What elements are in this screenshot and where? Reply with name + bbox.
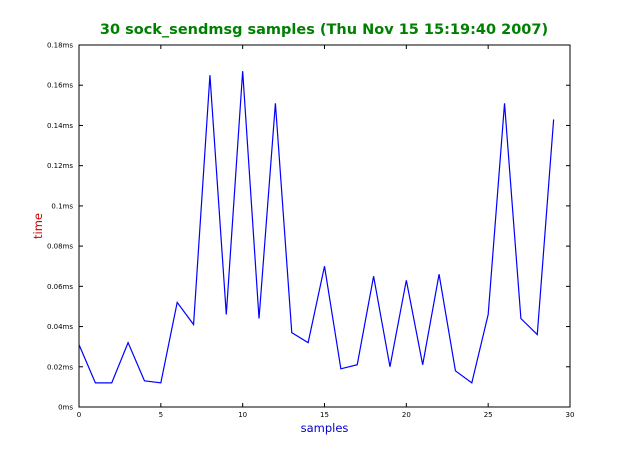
y-tick-label: 0.08ms <box>47 243 73 251</box>
x-tick-label: 15 <box>320 411 329 419</box>
x-tick-label: 30 <box>566 411 575 419</box>
plot-area: 0 5 10 15 20 25 30 0ms 0.02ms 0.04ms 0.06ms 0.08ms… <box>47 42 575 420</box>
y-tick-label: 0.12ms <box>47 162 73 170</box>
y-tick-label: 0ms <box>58 404 73 412</box>
y-tick-label: 0.1ms <box>51 202 73 210</box>
y-tick-label: 0.16ms <box>47 82 73 90</box>
y-tick-label: 0.02ms <box>47 363 73 371</box>
y-tick-label: 0.18ms <box>47 42 73 50</box>
x-tick-label: 25 <box>484 411 493 419</box>
x-axis-label: samples <box>301 421 349 435</box>
x-tick-label: 20 <box>402 411 411 419</box>
y-axis-label: time <box>31 213 45 239</box>
y-tick-label: 0.14ms <box>47 122 73 130</box>
x-tick-label: 0 <box>77 411 81 419</box>
y-axis: 0ms 0.02ms 0.04ms 0.06ms 0.08ms 0.1ms 0.12ms 0.… <box>47 42 570 412</box>
x-tick-label: 5 <box>159 411 163 419</box>
chart-title: 30 sock_sendmsg samples (Thu Nov 15 15:1… <box>100 22 548 38</box>
series-layer <box>78 71 555 384</box>
y-tick-label: 0.06ms <box>47 283 73 291</box>
x-tick-label: 10 <box>238 411 247 419</box>
x-axis: 0 5 10 15 20 25 30 <box>77 45 575 419</box>
plot-frame <box>78 44 571 408</box>
y-tick-label: 0.04ms <box>47 323 73 331</box>
series-line <box>78 71 555 384</box>
